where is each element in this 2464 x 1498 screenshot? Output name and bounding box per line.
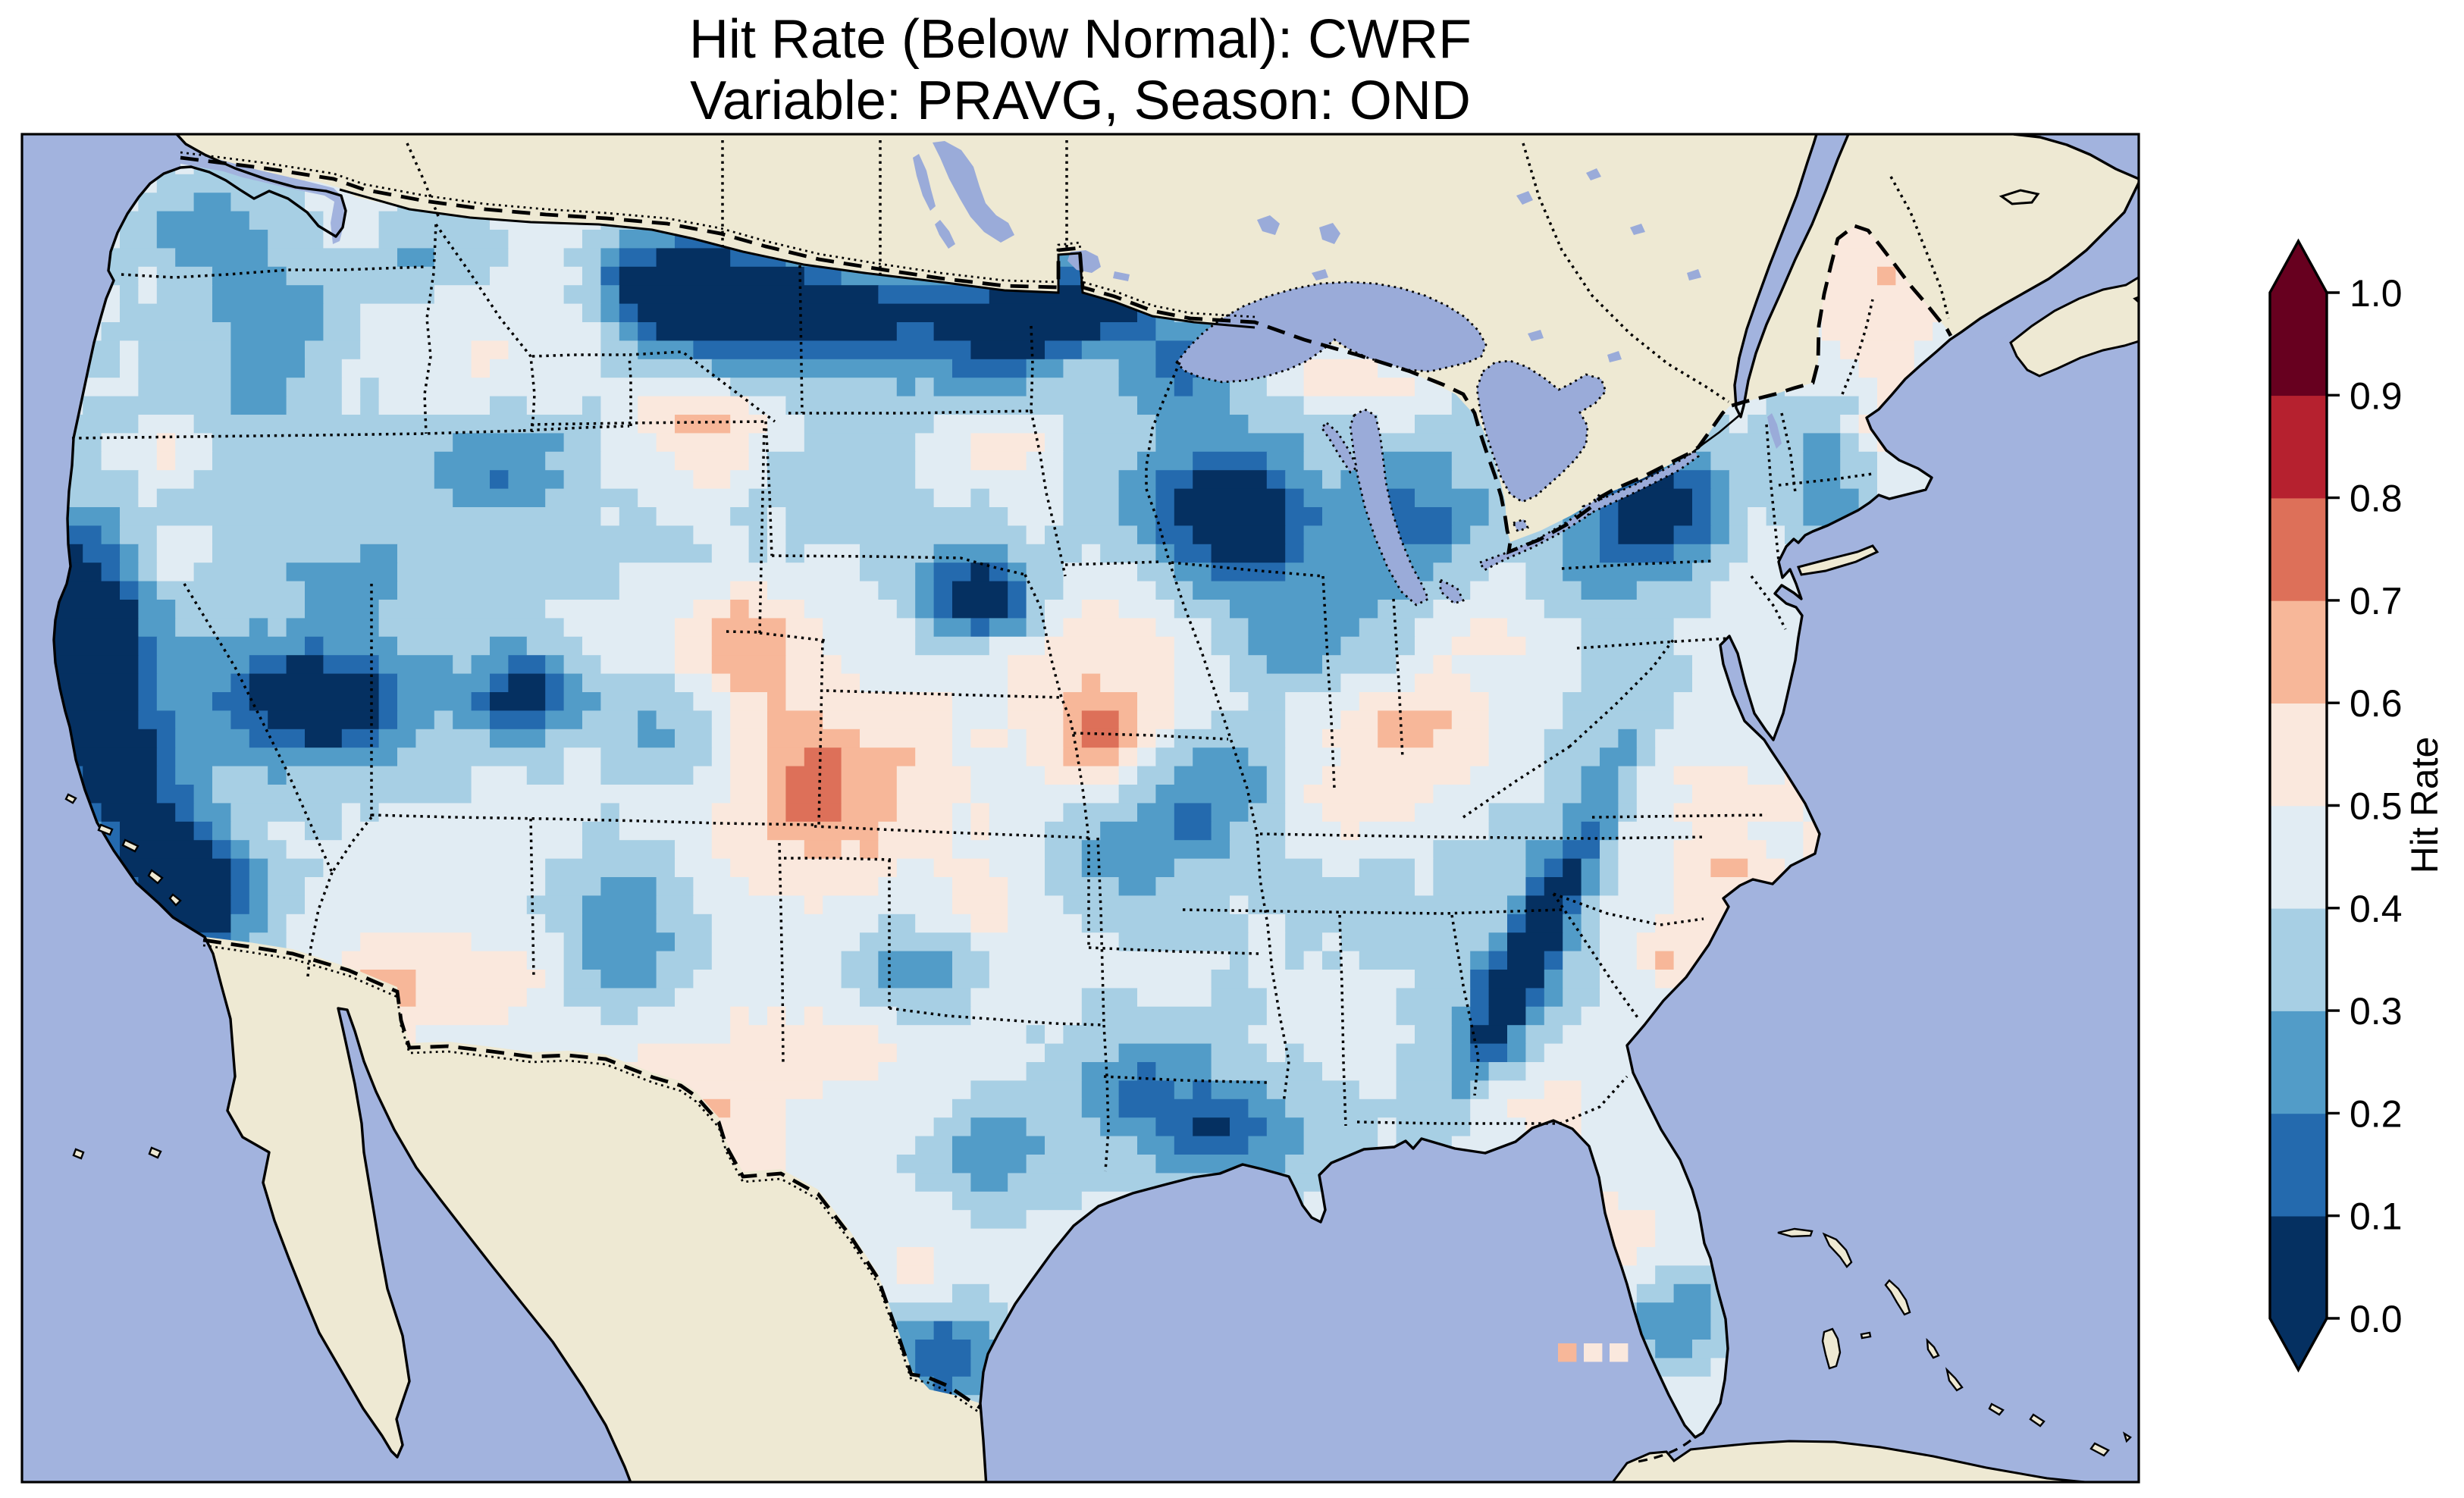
svg-text:0.0: 0.0 — [2350, 1298, 2403, 1340]
svg-text:0.9: 0.9 — [2350, 374, 2403, 417]
svg-text:Hit Rate: Hit Rate — [2403, 737, 2446, 874]
svg-text:0.6: 0.6 — [2350, 682, 2403, 725]
svg-text:0.5: 0.5 — [2350, 785, 2403, 828]
svg-text:0.1: 0.1 — [2350, 1196, 2403, 1238]
svg-text:Variable: PRAVG, Season: OND: Variable: PRAVG, Season: OND — [690, 71, 1471, 131]
svg-text:0.4: 0.4 — [2350, 888, 2403, 930]
svg-text:1.0: 1.0 — [2350, 272, 2403, 315]
svg-text:0.8: 0.8 — [2350, 478, 2403, 520]
svg-text:0.7: 0.7 — [2350, 580, 2403, 622]
svg-text:Hit Rate (Below Normal): CWRF: Hit Rate (Below Normal): CWRF — [689, 9, 1472, 70]
svg-text:0.2: 0.2 — [2350, 1092, 2403, 1135]
svg-text:0.3: 0.3 — [2350, 990, 2403, 1033]
